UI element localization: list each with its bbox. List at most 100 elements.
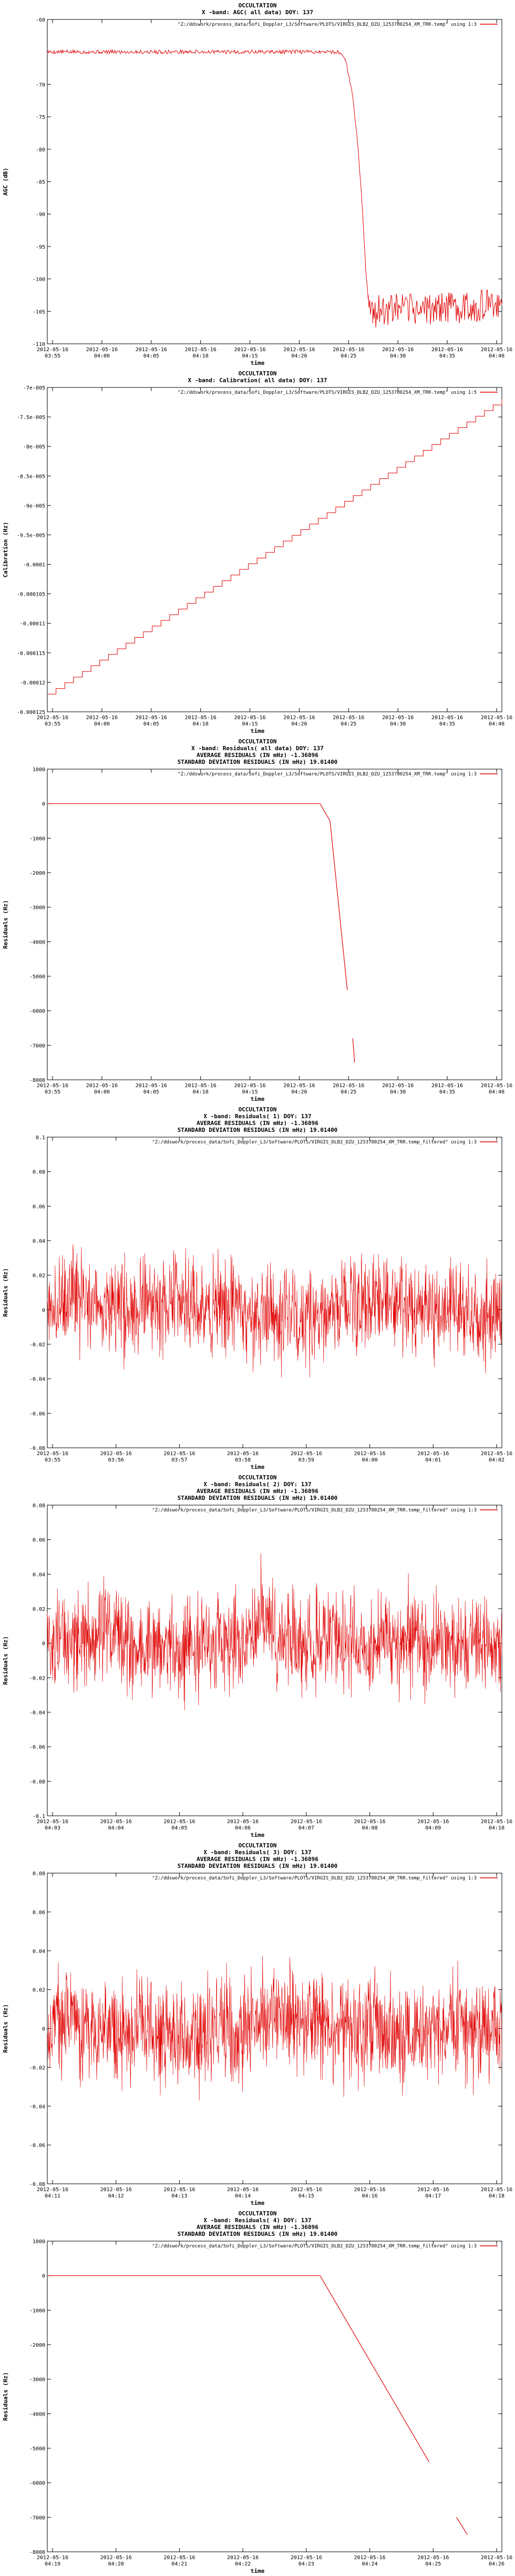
- y-tick-label: -0.02: [29, 1342, 45, 1348]
- chart-panel-3: OCCULTATION X -band: Residuals( all data)…: [0, 736, 515, 1104]
- x-tick-label: 2012-05-16: [185, 1083, 217, 1089]
- y-tick-label: -0.04: [29, 2104, 45, 2110]
- chart-title-line: OCCULTATION: [239, 738, 277, 745]
- x-tick-label: 2012-05-16: [163, 1819, 195, 1825]
- y-tick-label: 0.08: [33, 1170, 45, 1175]
- x-tick-label: 2012-05-16: [481, 715, 512, 721]
- x-tick-label: 04:16: [362, 2193, 378, 2199]
- y-tick-label: -0.08: [29, 1446, 45, 1451]
- x-tick-label: 04:30: [390, 721, 406, 727]
- x-tick-label: 04:30: [390, 1089, 406, 1095]
- plot-frame: [47, 769, 502, 1080]
- y-tick-label: -0.02: [29, 1675, 45, 1681]
- x-tick-label: 2012-05-16: [234, 715, 265, 721]
- y-tick-label: -4000: [29, 2411, 45, 2417]
- x-tick-label: 2012-05-16: [185, 715, 217, 721]
- y-axis-label: Residuals (Hz): [2, 1268, 9, 1317]
- x-tick-label: 2012-05-16: [382, 1083, 414, 1089]
- x-tick-label: 2012-05-16: [291, 1819, 322, 1825]
- x-tick-label: 04:30: [390, 353, 406, 359]
- series-line: [47, 1553, 502, 1710]
- chart-title-line: X -band: Residuals( 3) DOY: 137: [203, 1849, 311, 1856]
- x-tick-label: 04:25: [341, 1089, 356, 1095]
- x-tick-label: 04:05: [171, 1825, 187, 1831]
- x-tick-label: 03:58: [235, 1457, 251, 1463]
- x-tick-label: 2012-05-16: [354, 2555, 385, 2561]
- legend-entry: "Z:/ddswork/process_data/Sofi_Doppler_L3…: [152, 2244, 477, 2249]
- x-tick-label: 04:19: [45, 2561, 60, 2567]
- x-tick-label: 04:25: [341, 353, 356, 359]
- y-tick-label: -9e-005: [23, 503, 45, 509]
- y-tick-label: -7e-005: [23, 385, 45, 391]
- x-tick-label: 2012-05-16: [100, 1451, 132, 1457]
- y-axis-label: Residuals (Hz): [2, 1636, 9, 1685]
- x-tick-label: 04:14: [235, 2193, 251, 2199]
- x-tick-label: 2012-05-16: [431, 1083, 463, 1089]
- plot-frame: [47, 19, 502, 344]
- x-axis-label: time: [251, 1464, 265, 1470]
- y-tick-label: -0.06: [29, 1745, 45, 1751]
- x-tick-label: 2012-05-16: [283, 1083, 315, 1089]
- y-tick-label: 0: [42, 2274, 45, 2279]
- y-tick-label: -6000: [29, 1009, 45, 1015]
- y-axis-label: Residuals (Hz): [2, 2372, 9, 2421]
- x-tick-label: 2012-05-16: [417, 2187, 449, 2193]
- y-tick-label: -2000: [29, 871, 45, 876]
- y-tick-label: -1000: [29, 2308, 45, 2314]
- x-tick-label: 04:05: [143, 353, 159, 359]
- y-tick-label: 0.06: [33, 1910, 45, 1916]
- x-axis-label: time: [251, 1096, 265, 1102]
- x-tick-label: 2012-05-16: [354, 1819, 385, 1825]
- chart-panel-4: OCCULTATION X -band: Residuals( 1) DOY: 1…: [0, 1104, 515, 1472]
- x-tick-label: 04:20: [291, 721, 307, 727]
- x-tick-label: 04:03: [45, 1825, 60, 1831]
- chart-panel-7: OCCULTATION X -band: Residuals( 4) DOY: 1…: [0, 2208, 515, 2576]
- chart-title-line: X -band: AGC( all data) DOY: 137: [202, 9, 313, 16]
- chart-title-line: AVERAGE RESIDUALS (IN mHz) -1.36896: [197, 1856, 318, 1863]
- y-tick-label: -1000: [29, 836, 45, 842]
- x-tick-label: 2012-05-16: [382, 715, 414, 721]
- y-tick-label: 0.04: [33, 1239, 45, 1244]
- y-tick-label: -105: [33, 309, 45, 315]
- x-tick-label: 2012-05-16: [227, 2187, 259, 2193]
- x-axis-label: time: [251, 360, 265, 366]
- chart-title-line: AVERAGE RESIDUALS (IN mHz) -1.36896: [197, 1488, 318, 1495]
- y-tick-label: -80: [36, 147, 45, 153]
- legend-entry: "Z:/ddswork/process_data/Sofi_Doppler_L3…: [178, 772, 477, 777]
- y-axis-label: Residuals (Hz): [2, 900, 9, 949]
- y-tick-label: 0.02: [33, 1273, 45, 1279]
- x-tick-label: 2012-05-16: [37, 2555, 68, 2561]
- chart-title-line: STANDARD DEVIATION RESIDUALS (IN mHz) 19…: [178, 1495, 338, 1501]
- y-tick-label: -7.5e-005: [17, 415, 45, 421]
- y-tick-label: 1000: [33, 767, 45, 773]
- chart-panel-6: OCCULTATION X -band: Residuals( 3) DOY: 1…: [0, 1840, 515, 2208]
- x-tick-label: 04:15: [298, 2193, 314, 2199]
- chart-title-line: AVERAGE RESIDUALS (IN mHz) -1.36896: [197, 1120, 318, 1127]
- x-tick-label: 04:18: [489, 2193, 504, 2199]
- y-tick-label: 0.06: [33, 1204, 45, 1210]
- x-tick-label: 04:09: [425, 1825, 441, 1831]
- x-tick-label: 04:20: [291, 353, 307, 359]
- y-tick-label: 0: [42, 1307, 45, 1313]
- x-tick-label: 03:55: [45, 1457, 60, 1463]
- series-line: [47, 2275, 430, 2462]
- plot-frame: [47, 2241, 502, 2552]
- x-axis-label: time: [251, 2200, 265, 2206]
- x-tick-label: 04:22: [235, 2561, 251, 2567]
- y-tick-label: 0: [42, 1641, 45, 1647]
- y-tick-label: 0.08: [33, 1871, 45, 1877]
- y-tick-label: -8e-005: [23, 444, 45, 450]
- x-tick-label: 2012-05-16: [481, 1819, 512, 1825]
- chart-title-line: OCCULTATION: [239, 2, 277, 9]
- y-tick-label: -4000: [29, 939, 45, 945]
- x-tick-label: 2012-05-16: [227, 2555, 259, 2561]
- plot-frame: [47, 1505, 502, 1816]
- chart-panel-5: OCCULTATION X -band: Residuals( 2) DOY: 1…: [0, 1472, 515, 1840]
- chart-title-line: X -band: Residuals( 2) DOY: 137: [203, 1481, 311, 1488]
- y-tick-label: -8000: [29, 2550, 45, 2555]
- x-tick-label: 04:40: [489, 1089, 504, 1095]
- series-line: [47, 49, 502, 328]
- chart-title-line: X -band: Residuals( 4) DOY: 137: [203, 2217, 311, 2224]
